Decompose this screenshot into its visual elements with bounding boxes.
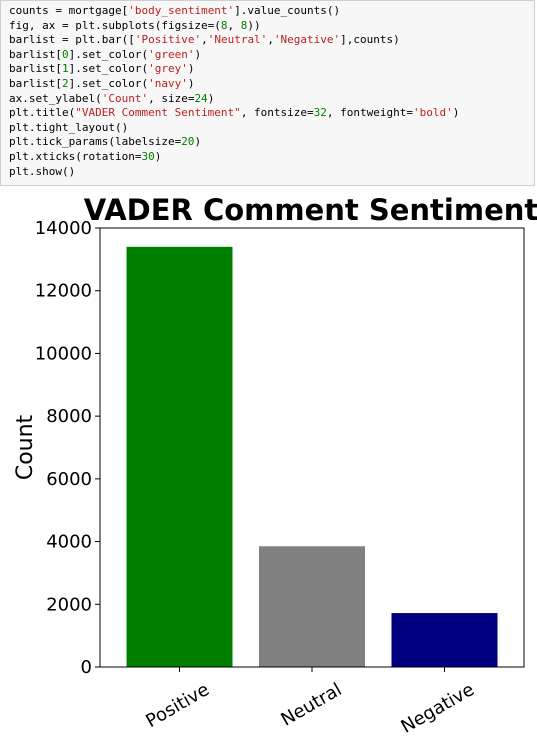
code-token: ) bbox=[453, 106, 460, 119]
code-line: barlist = plt.bar(['Positive','Neutral',… bbox=[9, 33, 534, 48]
chart-title: VADER Comment Sentiment bbox=[84, 193, 537, 227]
y-tick-label: 6000 bbox=[46, 469, 92, 490]
code-token: 'bold' bbox=[413, 106, 453, 119]
code-token: fig, ax = plt.subplots(figsize=( bbox=[9, 19, 221, 32]
bar-neutral bbox=[259, 546, 365, 667]
code-token: plt.title( bbox=[9, 106, 75, 119]
code-line: plt.title("VADER Comment Sentiment", fon… bbox=[9, 106, 534, 121]
code-token: 'Neutral' bbox=[208, 33, 268, 46]
code-token: , fontsize= bbox=[241, 106, 314, 119]
code-token: 8 bbox=[221, 19, 228, 32]
code-token: 20 bbox=[181, 135, 194, 148]
bars-group bbox=[127, 247, 498, 667]
code-token: 'Count' bbox=[102, 92, 148, 105]
code-line: fig, ax = plt.subplots(figsize=(8, 8)) bbox=[9, 19, 534, 34]
code-token: barlist = plt.bar([ bbox=[9, 33, 135, 46]
x-axis-ticks: Positive Neutral Negative bbox=[142, 667, 478, 736]
code-token: "VADER Comment Sentiment" bbox=[75, 106, 241, 119]
y-tick-label: 0 bbox=[81, 657, 92, 678]
code-token: 'navy' bbox=[148, 77, 188, 90]
code-line: ax.set_ylabel('Count', size=24) bbox=[9, 92, 534, 107]
code-line: plt.show() bbox=[9, 165, 534, 180]
code-token: )) bbox=[247, 19, 260, 32]
x-tick-label: Neutral bbox=[277, 679, 345, 730]
code-token: ].set_color( bbox=[69, 48, 148, 61]
code-token: , fontweight= bbox=[327, 106, 413, 119]
code-token: ax.set_ylabel( bbox=[9, 92, 102, 105]
y-axis-ticks: 0 2000 4000 6000 8000 10000 12000 14000 bbox=[35, 218, 100, 678]
code-line: barlist[2].set_color('navy') bbox=[9, 77, 534, 92]
code-token: , size= bbox=[148, 92, 194, 105]
code-line: plt.xticks(rotation=30) bbox=[9, 150, 534, 165]
code-token: 'green' bbox=[148, 48, 194, 61]
y-tick-label: 4000 bbox=[46, 532, 92, 553]
code-token: plt.show() bbox=[9, 165, 75, 178]
code-token: 'grey' bbox=[148, 62, 188, 75]
code-token: barlist[ bbox=[9, 62, 62, 75]
code-token: 0 bbox=[62, 48, 69, 61]
code-token: ) bbox=[155, 150, 162, 163]
code-token: 'Positive' bbox=[135, 33, 201, 46]
code-token: , bbox=[201, 33, 208, 46]
code-token: 30 bbox=[141, 150, 154, 163]
code-token: plt.tick_params(labelsize= bbox=[9, 135, 181, 148]
code-token: ) bbox=[194, 135, 201, 148]
code-cell[interactable]: counts = mortgage['body_sentiment'].valu… bbox=[0, 0, 535, 186]
code-line: plt.tight_layout() bbox=[9, 121, 534, 136]
bar-negative bbox=[392, 613, 498, 667]
code-token: 2 bbox=[62, 77, 69, 90]
code-line: counts = mortgage['body_sentiment'].valu… bbox=[9, 4, 534, 19]
code-line: plt.tick_params(labelsize=20) bbox=[9, 135, 534, 150]
code-line: barlist[1].set_color('grey') bbox=[9, 62, 534, 77]
code-token: , bbox=[228, 19, 241, 32]
code-token: counts = mortgage[ bbox=[9, 4, 128, 17]
code-token: barlist[ bbox=[9, 77, 62, 90]
y-tick-label: 2000 bbox=[46, 594, 92, 615]
code-token: ) bbox=[194, 48, 201, 61]
code-token: , bbox=[267, 33, 274, 46]
y-tick-label: 8000 bbox=[46, 406, 92, 427]
code-token: plt.xticks(rotation= bbox=[9, 150, 141, 163]
y-tick-label: 12000 bbox=[35, 281, 92, 302]
code-token: 24 bbox=[194, 92, 207, 105]
code-lines: counts = mortgage['body_sentiment'].valu… bbox=[9, 4, 534, 179]
code-token: ].value_counts() bbox=[234, 4, 340, 17]
code-token: ) bbox=[208, 92, 215, 105]
code-token: 32 bbox=[314, 106, 327, 119]
y-tick-label: 10000 bbox=[35, 343, 92, 364]
code-token: ].set_color( bbox=[69, 62, 148, 75]
code-token: ].set_color( bbox=[69, 77, 148, 90]
code-token: 1 bbox=[62, 62, 69, 75]
x-tick-label: Negative bbox=[398, 679, 478, 736]
code-token: 'Negative' bbox=[274, 33, 340, 46]
code-token: barlist[ bbox=[9, 48, 62, 61]
code-token: ],counts) bbox=[340, 33, 400, 46]
code-token: plt.tight_layout() bbox=[9, 121, 128, 134]
y-tick-label: 14000 bbox=[35, 218, 92, 239]
code-token: ) bbox=[188, 77, 195, 90]
bar-chart: VADER Comment Sentiment Count 0 2000 4000 6… bbox=[0, 190, 537, 736]
x-tick-label: Positive bbox=[142, 679, 213, 732]
bar-positive bbox=[127, 247, 233, 667]
code-token: 'body_sentiment' bbox=[128, 4, 234, 17]
code-token: ) bbox=[188, 62, 195, 75]
code-line: barlist[0].set_color('green') bbox=[9, 48, 534, 63]
y-axis-label: Count bbox=[13, 414, 38, 480]
